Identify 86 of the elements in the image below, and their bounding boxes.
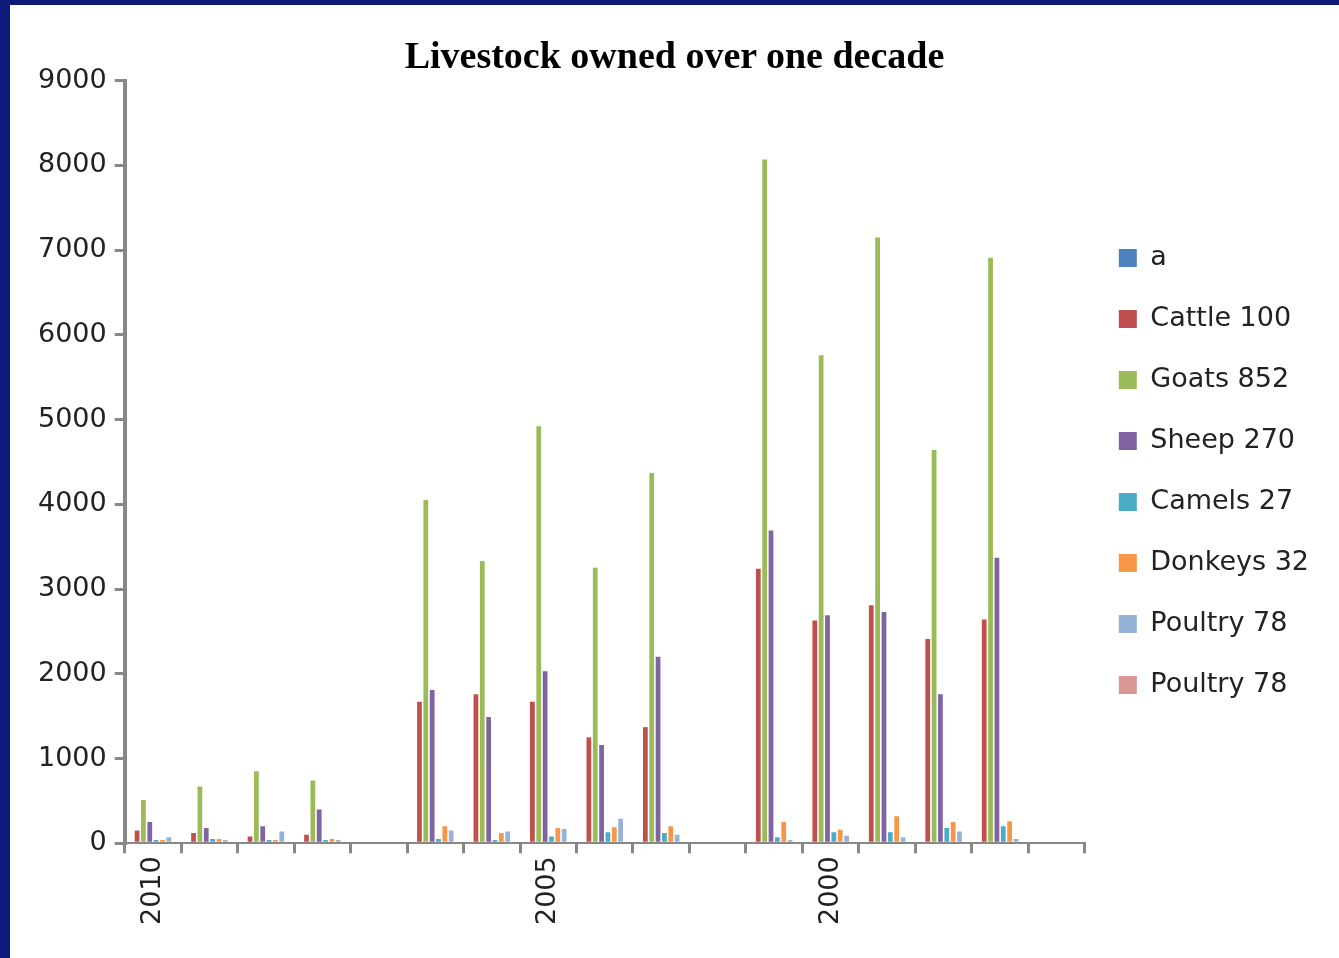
- bar: [868, 605, 874, 842]
- bar: [442, 826, 448, 842]
- legend-label: Donkeys 32: [1150, 545, 1310, 577]
- bar: [988, 257, 993, 842]
- bar: [781, 822, 787, 842]
- legend-label: Poultry 78: [1150, 606, 1288, 638]
- bar: [329, 839, 335, 842]
- x-tick-label: 2005: [530, 856, 562, 926]
- bar: [762, 159, 768, 842]
- bar: [668, 826, 674, 842]
- bar: [417, 701, 422, 842]
- bar: [957, 831, 962, 842]
- bar: [844, 835, 849, 842]
- legend-label: Poultry 78: [1150, 667, 1288, 699]
- bar: [191, 833, 196, 842]
- bar: [812, 620, 818, 842]
- y-tick-label: 5000: [37, 401, 107, 433]
- bar: [925, 639, 931, 842]
- bar: [486, 717, 492, 842]
- legend-label: a: [1150, 240, 1167, 272]
- bar: [210, 839, 215, 842]
- y-tick-label: 0: [89, 825, 107, 857]
- bar: [818, 355, 824, 842]
- bar: [900, 837, 906, 842]
- bar: [825, 615, 830, 842]
- bar: [894, 816, 900, 842]
- bar: [1000, 826, 1006, 842]
- legend-label: Cattle 100: [1150, 301, 1292, 333]
- bar: [436, 839, 441, 842]
- bar: [755, 568, 761, 842]
- x-tick-label: 2010: [134, 856, 166, 926]
- y-tick-label: 3000: [37, 571, 107, 603]
- bar: [950, 822, 956, 842]
- bar: [561, 828, 567, 842]
- bar: [530, 701, 535, 842]
- bar: [837, 829, 843, 842]
- y-tick-label: 4000: [37, 486, 107, 518]
- bar: [304, 834, 309, 842]
- bar: [674, 834, 680, 842]
- bar: [981, 619, 987, 842]
- legend-label: Camels 27: [1150, 484, 1294, 516]
- bar: [875, 237, 880, 842]
- bar: [642, 727, 648, 842]
- bar: [649, 472, 655, 842]
- bar: [611, 827, 617, 842]
- bar: [618, 818, 624, 842]
- y-tick-label: 7000: [37, 232, 107, 264]
- legend-label: Goats 852: [1150, 362, 1290, 394]
- bar: [260, 826, 266, 842]
- bar: [549, 836, 554, 842]
- bar: [1007, 821, 1013, 842]
- y-tick-label: 2000: [37, 655, 107, 687]
- bar: [279, 831, 285, 842]
- bar: [944, 828, 950, 842]
- bar: [887, 832, 893, 842]
- y-tick-label: 9000: [37, 62, 107, 94]
- bar: [216, 839, 222, 842]
- bar: [429, 689, 435, 842]
- x-tick-label: 2000: [812, 856, 844, 926]
- bar: [831, 832, 837, 842]
- bar: [203, 828, 209, 842]
- bar: [1013, 839, 1019, 842]
- y-tick-label: 1000: [37, 740, 107, 772]
- bar: [141, 800, 146, 842]
- bar: [774, 837, 780, 842]
- bar: [147, 822, 153, 842]
- bar: [599, 744, 604, 842]
- bar: [555, 828, 561, 842]
- bar: [479, 561, 485, 842]
- chart-title: Livestock owned over one decade: [404, 33, 945, 76]
- bar: [448, 830, 454, 842]
- bar: [498, 833, 504, 842]
- bar: [253, 771, 259, 842]
- bar: [505, 831, 511, 842]
- legend-label: Sheep 270: [1150, 423, 1296, 455]
- bar: [310, 780, 316, 842]
- bar: [423, 500, 429, 842]
- bar: [662, 833, 667, 842]
- y-tick-label: 6000: [37, 316, 107, 348]
- bar: [938, 694, 943, 842]
- bar: [592, 567, 598, 842]
- bar: [316, 809, 322, 842]
- bar: [536, 426, 542, 842]
- bar: [166, 837, 172, 842]
- y-tick-label: 8000: [37, 147, 107, 179]
- bar: [586, 737, 592, 842]
